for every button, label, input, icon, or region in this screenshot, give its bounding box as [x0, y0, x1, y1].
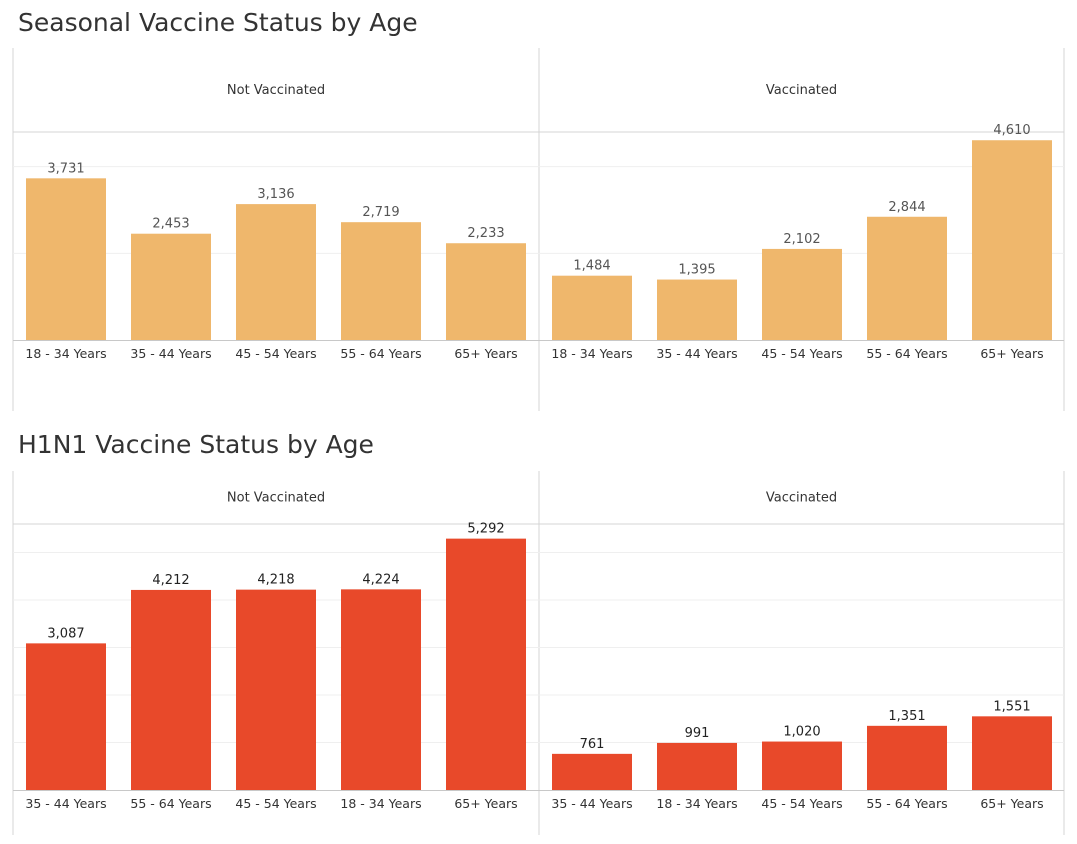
seasonal-bar — [972, 140, 1052, 340]
h1n1-bar — [341, 589, 421, 790]
h1n1-category-label: 65+ Years — [980, 796, 1043, 811]
h1n1-bar — [867, 725, 947, 790]
seasonal-category-label: 45 - 54 Years — [235, 346, 316, 361]
seasonal-bar — [446, 243, 526, 340]
seasonal-bar — [552, 275, 632, 340]
h1n1-value-label: 1,551 — [993, 699, 1030, 714]
h1n1-bar — [972, 716, 1052, 790]
h1n1-bar — [26, 643, 106, 790]
h1n1-value-label: 3,087 — [47, 626, 84, 641]
h1n1-value-label: 5,292 — [467, 522, 504, 537]
h1n1-category-label: 45 - 54 Years — [235, 796, 316, 811]
seasonal-value-label: 3,731 — [47, 161, 84, 176]
h1n1-value-label: 1,351 — [888, 709, 925, 724]
h1n1-bar — [131, 589, 211, 790]
h1n1-value-label: 1,020 — [783, 725, 820, 740]
seasonal-value-label: 4,610 — [993, 123, 1030, 138]
h1n1-bar — [552, 753, 632, 790]
h1n1-bar — [657, 742, 737, 790]
h1n1-bar — [762, 741, 842, 790]
seasonal-value-label: 1,395 — [678, 263, 715, 278]
seasonal-value-label: 2,844 — [888, 200, 925, 215]
h1n1-category-label: 55 - 64 Years — [866, 796, 947, 811]
seasonal-bar — [341, 222, 421, 340]
seasonal-category-label: 35 - 44 Years — [656, 346, 737, 361]
h1n1-value-label: 4,212 — [152, 573, 189, 588]
seasonal-category-label: 18 - 34 Years — [25, 346, 106, 361]
h1n1-panel-header-not-vaccinated: Not Vaccinated — [227, 491, 325, 506]
h1n1-value-label: 761 — [580, 737, 605, 752]
h1n1-category-label: 65+ Years — [454, 796, 517, 811]
h1n1-category-label: 35 - 44 Years — [25, 796, 106, 811]
seasonal-category-label: 65+ Years — [454, 346, 517, 361]
seasonal-panel-header-vaccinated: Vaccinated — [766, 83, 837, 98]
seasonal-category-label: 18 - 34 Years — [551, 346, 632, 361]
h1n1-bar — [236, 589, 316, 790]
h1n1-panel-header-vaccinated: Vaccinated — [766, 491, 837, 506]
h1n1-value-label: 4,224 — [362, 572, 399, 587]
seasonal-bar — [26, 178, 106, 340]
seasonal-category-label: 35 - 44 Years — [130, 346, 211, 361]
seasonal-value-label: 1,484 — [573, 259, 610, 274]
seasonal-value-label: 2,719 — [362, 205, 399, 220]
seasonal-bar — [236, 204, 316, 340]
seasonal-bar — [131, 233, 211, 340]
h1n1-chart: Not Vaccinated 3,087 35 - 44 Years 4,212 55 … — [12, 471, 1065, 835]
seasonal-category-label: 65+ Years — [980, 346, 1043, 361]
seasonal-value-label: 2,102 — [783, 232, 820, 247]
seasonal-bar — [867, 216, 947, 340]
h1n1-category-label: 35 - 44 Years — [551, 796, 632, 811]
seasonal-chart-title: Seasonal Vaccine Status by Age — [18, 8, 418, 37]
h1n1-value-label: 4,218 — [257, 573, 294, 588]
seasonal-value-label: 2,453 — [152, 217, 189, 232]
seasonal-category-label: 45 - 54 Years — [761, 346, 842, 361]
seasonal-category-label: 55 - 64 Years — [340, 346, 421, 361]
seasonal-chart: Not Vaccinated 3,731 18 - 34 Years 2,453 35 … — [12, 48, 1065, 411]
h1n1-category-label: 18 - 34 Years — [340, 796, 421, 811]
h1n1-chart-title: H1N1 Vaccine Status by Age — [18, 430, 374, 459]
seasonal-bar — [657, 279, 737, 340]
seasonal-category-label: 55 - 64 Years — [866, 346, 947, 361]
h1n1-category-label: 45 - 54 Years — [761, 796, 842, 811]
seasonal-value-label: 2,233 — [467, 226, 504, 241]
h1n1-bar — [446, 538, 526, 790]
seasonal-value-label: 3,136 — [257, 187, 294, 202]
h1n1-category-label: 55 - 64 Years — [130, 796, 211, 811]
h1n1-category-label: 18 - 34 Years — [656, 796, 737, 811]
seasonal-bar — [762, 248, 842, 340]
seasonal-panel-header-not-vaccinated: Not Vaccinated — [227, 83, 325, 98]
h1n1-value-label: 991 — [685, 726, 710, 741]
